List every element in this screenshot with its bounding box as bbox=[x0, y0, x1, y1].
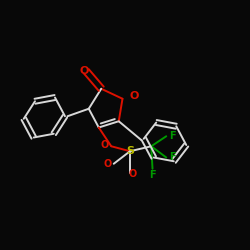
Text: O: O bbox=[128, 169, 136, 179]
Text: F: F bbox=[169, 131, 176, 141]
Text: F: F bbox=[169, 152, 176, 162]
Text: O: O bbox=[104, 159, 112, 169]
Text: S: S bbox=[126, 146, 134, 156]
Text: O: O bbox=[79, 66, 88, 76]
Text: F: F bbox=[149, 170, 156, 180]
Text: O: O bbox=[101, 140, 109, 150]
Text: O: O bbox=[129, 91, 138, 101]
